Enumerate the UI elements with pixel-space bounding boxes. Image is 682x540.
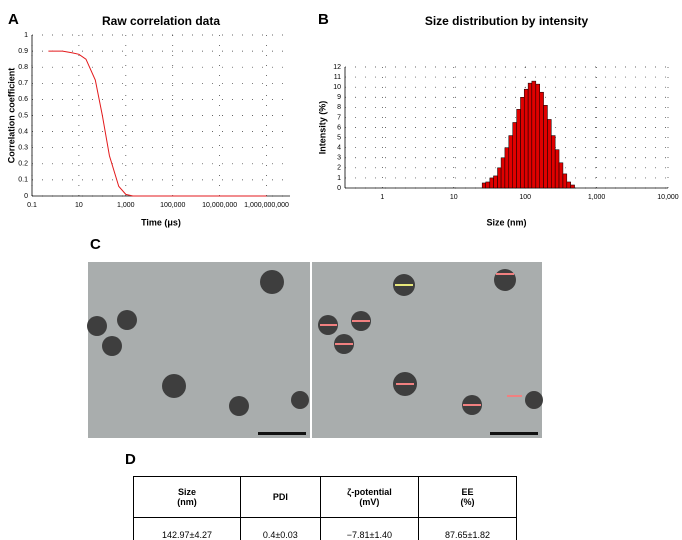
y-tick-label: 0.5 <box>18 112 28 119</box>
y-tick-label: 8 <box>337 104 341 111</box>
y-tick-label: 5 <box>337 134 341 141</box>
x-tick-label: 1 <box>380 194 384 201</box>
y-tick-label: 9 <box>337 94 341 101</box>
panel-label: B <box>318 11 329 28</box>
y-tick-label: 0.4 <box>18 128 28 135</box>
x-tick-label: 1,000,000,000 <box>244 202 289 209</box>
data-line <box>48 50 267 197</box>
y-tick-label: 0.2 <box>18 161 28 168</box>
y-tick-label: 0.1 <box>18 177 28 184</box>
bar <box>500 157 506 189</box>
bar <box>531 80 537 189</box>
chart-title: Raw correlation data <box>102 14 220 28</box>
micrograph <box>87 262 543 438</box>
y-tick-label: 0 <box>24 193 28 200</box>
panel-label: D <box>125 451 136 468</box>
x-tick-label: 1,000 <box>588 194 606 201</box>
header-cell: Size (nm) <box>133 476 241 518</box>
y-tick-label: 0 <box>337 185 341 192</box>
cell: 87.65±1.82 <box>418 517 517 540</box>
y-tick-label: 2 <box>337 165 341 172</box>
y-tick-label: 11 <box>334 74 341 81</box>
y-tick-label: 7 <box>337 114 341 121</box>
y-tick-label: 6 <box>337 124 341 131</box>
y-tick-label: 10 <box>333 84 341 91</box>
x-tick-label: 10 <box>450 194 458 201</box>
bar <box>547 119 552 189</box>
bar <box>554 149 560 189</box>
bar <box>481 182 486 189</box>
x-tick-label: 100,000 <box>160 202 185 209</box>
y-tick-label: 1 <box>337 175 341 182</box>
bar <box>497 167 502 189</box>
x-axis-label: Size (nm) <box>486 217 526 227</box>
x-tick-label: 0.1 <box>27 202 37 209</box>
header-cell: PDI <box>239 476 321 518</box>
bar <box>570 184 575 189</box>
bar <box>535 83 540 189</box>
table-row: 142.97±4.27 0.4±0.03 −7.81±1.40 87.65±1.82 <box>133 517 517 540</box>
bar <box>551 135 556 189</box>
y-tick-label: 3 <box>337 155 341 162</box>
x-tick-label: 100 <box>519 194 531 201</box>
x-tick-label: 10,000,000 <box>202 202 237 209</box>
panel-label: C <box>90 236 101 253</box>
bar <box>523 88 529 189</box>
y-tick-label: 4 <box>337 145 341 152</box>
chart-title: Size distribution by intensity <box>425 14 589 28</box>
cell: −7.81±1.40 <box>319 517 420 540</box>
panel-label: A <box>8 11 19 28</box>
table-row: Size (nm) PDI ζ-potential (mV) EE (%) <box>133 476 517 518</box>
bar <box>516 109 521 189</box>
bar <box>566 181 571 189</box>
bar <box>493 175 498 189</box>
bar <box>504 147 510 189</box>
y-axis-label: Intensity (%) <box>317 101 327 155</box>
bar <box>558 162 564 189</box>
y-tick-label: 0.6 <box>18 96 28 103</box>
y-axis-label: Correlation coefficient <box>6 68 16 164</box>
bar <box>562 173 568 189</box>
bar <box>508 135 513 189</box>
y-tick-label: 0.3 <box>18 145 28 152</box>
bar <box>539 91 544 189</box>
bar <box>520 97 525 189</box>
results-table: Size (nm) PDI ζ-potential (mV) EE (%) 142.97… <box>133 476 517 540</box>
x-tick-label: 1,000 <box>117 202 135 209</box>
bar <box>527 82 533 189</box>
bar <box>489 177 494 189</box>
y-tick-label: 0.8 <box>18 64 28 71</box>
y-tick-label: 1 <box>24 32 28 39</box>
y-tick-label: 0.7 <box>18 80 28 87</box>
x-tick-label: 10,000 <box>657 194 679 201</box>
y-tick-label: 12 <box>333 64 341 71</box>
bar <box>512 122 517 189</box>
x-tick-label: 10 <box>75 202 83 209</box>
cell: 0.4±0.03 <box>239 517 321 540</box>
y-tick-label: 0.9 <box>18 48 28 55</box>
bar <box>485 181 491 189</box>
header-cell: ζ-potential (mV) <box>319 476 420 518</box>
x-axis-label: Time (μs) <box>141 217 181 227</box>
header-cell: EE (%) <box>418 476 517 518</box>
bar <box>543 105 548 189</box>
cell: 142.97±4.27 <box>133 517 241 540</box>
